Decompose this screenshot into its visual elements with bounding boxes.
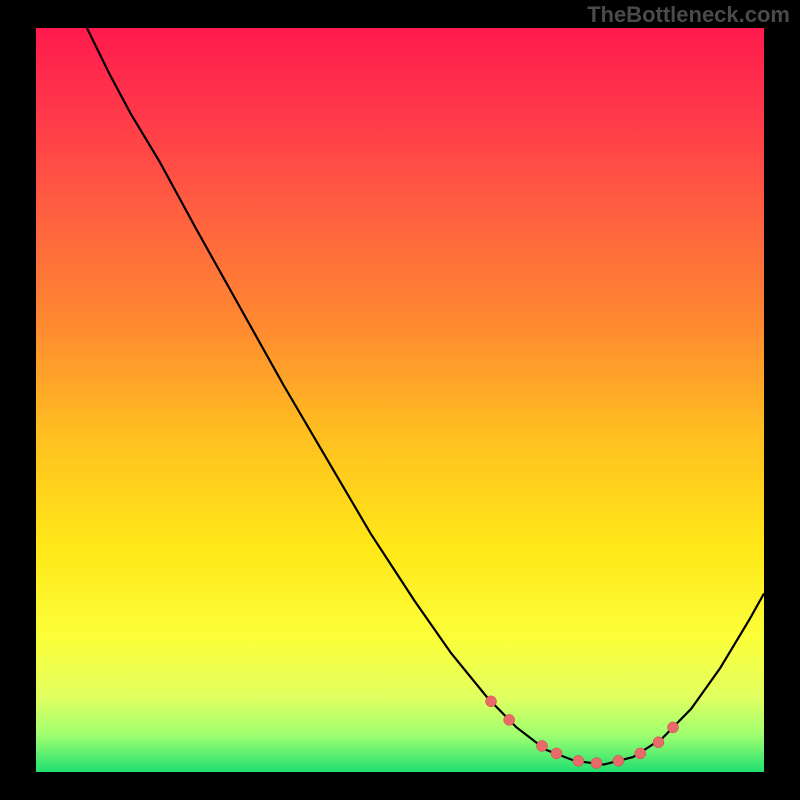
marker-point bbox=[653, 737, 664, 748]
marker-point bbox=[668, 722, 679, 733]
marker-point bbox=[573, 755, 584, 766]
marker-point bbox=[551, 748, 562, 759]
marker-point bbox=[635, 748, 646, 759]
watermark-text: TheBottleneck.com bbox=[587, 2, 790, 28]
marker-point bbox=[536, 740, 547, 751]
marker-point bbox=[504, 714, 515, 725]
marker-point bbox=[486, 696, 497, 707]
data-markers bbox=[36, 28, 764, 772]
marker-point bbox=[613, 755, 624, 766]
plot-area bbox=[36, 28, 764, 772]
marker-point bbox=[591, 758, 602, 769]
